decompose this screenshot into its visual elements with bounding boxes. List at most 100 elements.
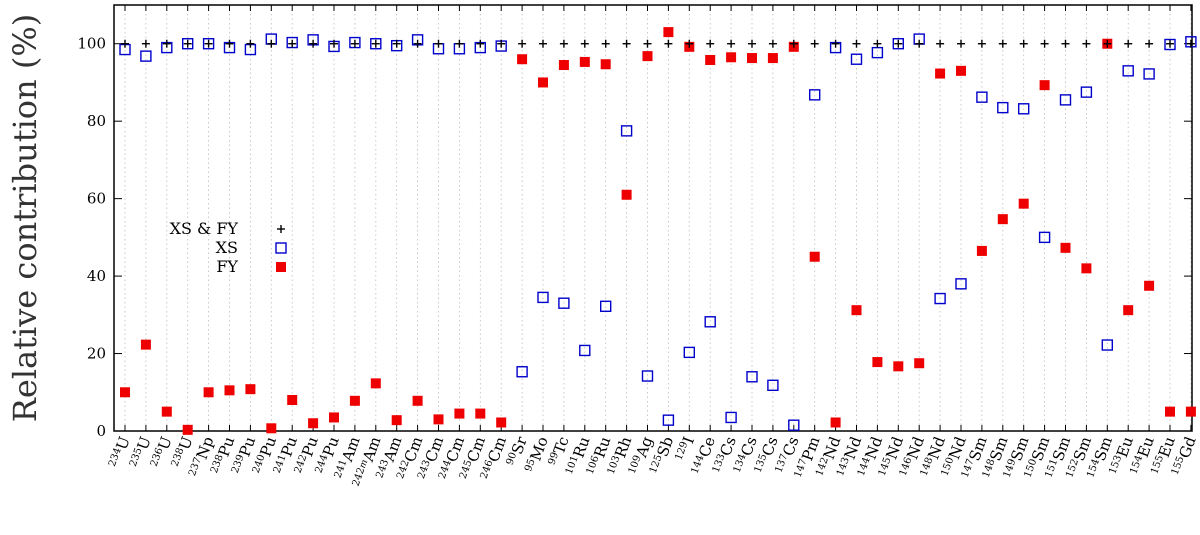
data-point-plus <box>727 39 736 48</box>
data-point-filled-square <box>329 412 339 423</box>
data-point-plus <box>601 39 610 48</box>
data-point-filled-square <box>767 53 778 64</box>
data-point-plus <box>643 39 652 48</box>
data-point-filled-square <box>1039 80 1050 91</box>
data-point-filled-square <box>517 54 528 65</box>
data-point-plus <box>1166 39 1174 48</box>
data-point-plus <box>768 39 777 48</box>
data-point-open-square <box>579 344 591 357</box>
data-point-filled-square <box>391 415 402 426</box>
vertical-gridlines <box>124 5 1192 431</box>
data-point-plus <box>309 39 318 48</box>
data-point-plus <box>685 39 694 48</box>
data-point-filled-square <box>475 408 486 419</box>
data-point-plus <box>225 39 234 48</box>
data-point-filled-square <box>935 68 946 79</box>
data-point-open-square <box>934 292 946 305</box>
data-point-plus <box>121 39 129 48</box>
data-point-filled-square <box>851 305 862 316</box>
data-point-open-square <box>1122 65 1134 77</box>
data-point-plus <box>371 39 380 48</box>
data-point-open-square <box>809 89 821 101</box>
data-point-plus <box>330 39 338 48</box>
data-point-plus <box>350 39 359 48</box>
data-point-plus <box>1019 39 1028 48</box>
legend-label: XS & FY <box>170 219 239 238</box>
y-axis-label: Relative contribution (%) <box>6 14 44 422</box>
data-point-filled-square <box>1185 406 1196 417</box>
data-point-filled-square <box>203 387 214 398</box>
data-point-plus <box>141 39 150 48</box>
data-point-filled-square <box>1018 198 1029 209</box>
x-axis-ticks <box>124 5 1192 431</box>
data-point-open-square <box>641 370 654 382</box>
data-point-open-square <box>1059 94 1072 106</box>
x-tick-label: 135Cs <box>752 434 782 476</box>
data-point-filled-square <box>705 54 716 65</box>
data-point-open-square <box>600 300 612 312</box>
data-point-plus <box>894 39 903 48</box>
data-point-plus <box>434 39 443 48</box>
data-point-plus <box>413 39 422 48</box>
data-point-filled-square <box>140 339 151 350</box>
data-point-filled-square <box>1144 280 1155 291</box>
data-point-plus <box>1082 39 1091 48</box>
data-point-plus <box>915 39 924 48</box>
data-point-filled-square <box>956 65 966 76</box>
data-point-plus <box>1145 39 1154 48</box>
data-point-filled-square <box>747 53 757 64</box>
data-point-open-square <box>181 38 194 50</box>
data-point-open-square <box>662 414 675 426</box>
data-point-filled-square <box>496 417 507 428</box>
data-point-filled-square <box>997 214 1008 225</box>
data-point-filled-square <box>266 423 277 434</box>
data-point-filled-square <box>893 361 904 372</box>
data-point-filled-square <box>245 384 256 395</box>
data-point-open-square <box>892 38 904 50</box>
data-point-open-square <box>997 101 1009 114</box>
data-point-open-square <box>620 125 633 137</box>
legend-marker-open-square <box>275 242 287 254</box>
data-point-filled-square <box>412 395 423 406</box>
data-point-filled-square <box>872 357 883 368</box>
data-point-open-square <box>1018 103 1030 115</box>
data-point-plus <box>1061 39 1070 48</box>
y-tick-label: 0 <box>96 422 106 440</box>
legend-label: FY <box>216 257 238 276</box>
data-point-plus <box>392 39 401 48</box>
data-point-plus <box>957 39 965 48</box>
data-point-filled-square <box>120 387 130 398</box>
x-tick-label: 90Sr <box>504 433 532 468</box>
data-point-filled-square <box>182 424 193 435</box>
data-point-open-square <box>725 411 737 424</box>
data-point-plus <box>476 39 485 48</box>
y-tick-label: 100 <box>77 35 106 53</box>
data-point-filled-square <box>726 52 737 63</box>
data-point-filled-square <box>579 56 590 67</box>
data-point-filled-square <box>642 51 653 62</box>
plot-frame <box>113 4 1193 432</box>
data-point-plus <box>873 39 882 48</box>
data-point-plus <box>1040 39 1049 48</box>
data-point-plus <box>664 39 673 48</box>
data-point-plus <box>748 39 756 48</box>
legend-marker-plus <box>277 225 285 233</box>
data-point-filled-square <box>287 395 298 406</box>
data-point-plus <box>183 39 192 48</box>
data-point-plus <box>497 39 506 48</box>
data-point-open-square <box>850 53 863 65</box>
data-point-plus <box>1103 39 1112 48</box>
data-point-plus <box>852 39 861 48</box>
data-point-open-square <box>704 316 716 328</box>
data-point-open-square <box>1164 38 1176 51</box>
data-point-plus <box>267 39 276 48</box>
data-point-open-square <box>976 91 988 103</box>
data-point-filled-square <box>621 189 632 200</box>
data-point-filled-square <box>914 358 925 369</box>
data-point-plus <box>455 39 464 48</box>
data-point-open-square <box>558 297 570 309</box>
data-point-plus <box>288 39 297 48</box>
data-point-open-square <box>683 346 695 359</box>
data-point-open-square <box>370 38 382 50</box>
